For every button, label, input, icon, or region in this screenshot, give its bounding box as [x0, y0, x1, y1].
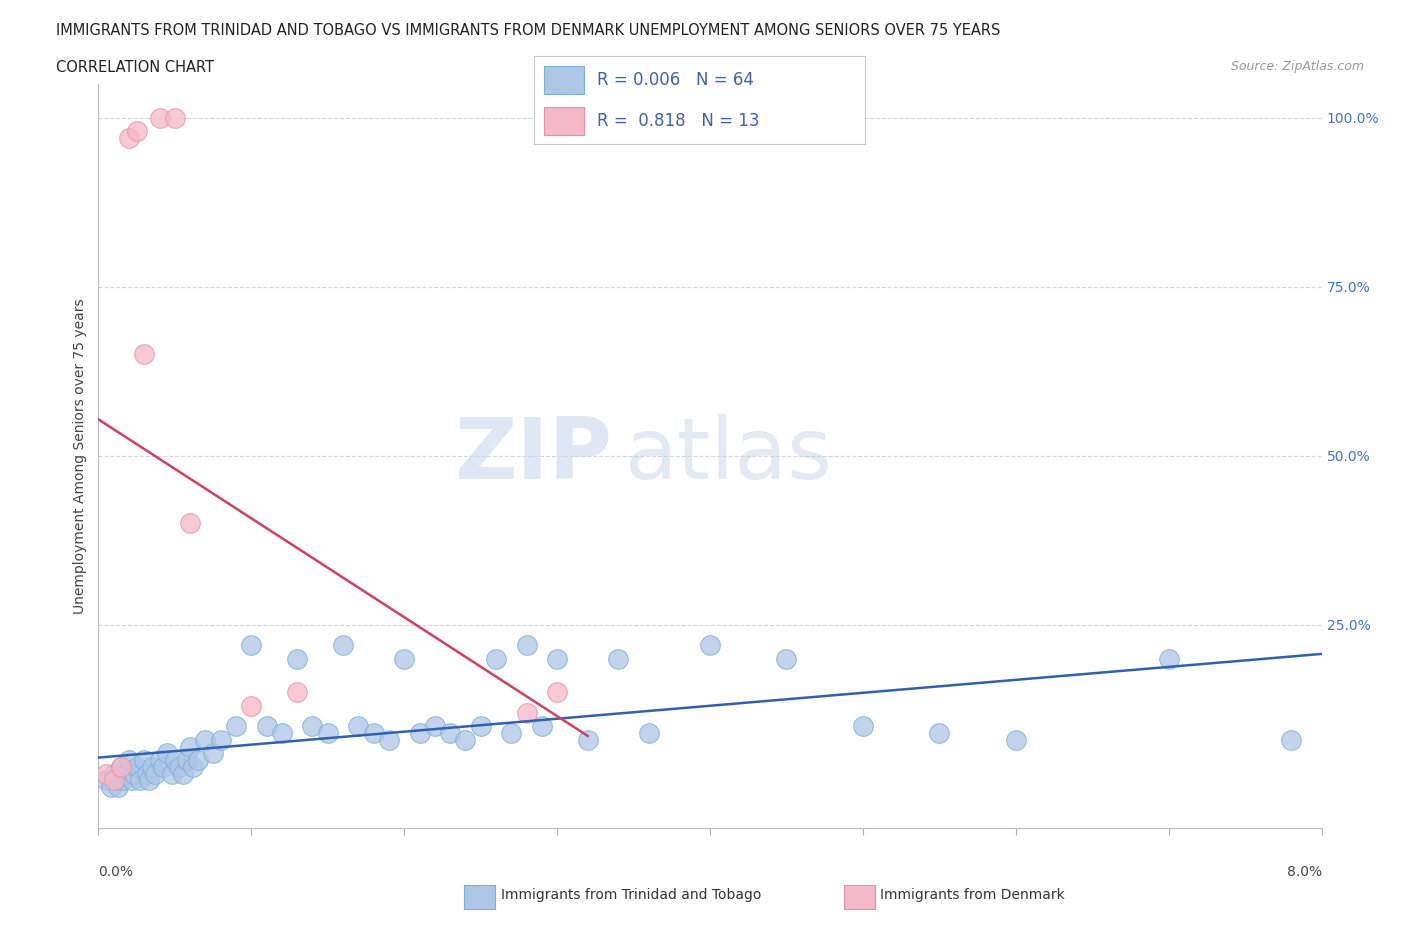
Point	[149, 752, 172, 767]
Point	[118, 752, 141, 767]
Bar	[544, 107, 583, 136]
Text: 8.0%: 8.0%	[1286, 865, 1322, 879]
Point	[110, 760, 132, 775]
Point	[125, 760, 148, 775]
Point	[94, 766, 117, 781]
Point	[423, 719, 446, 734]
Bar	[544, 65, 583, 94]
Point	[347, 719, 370, 734]
Point	[115, 766, 138, 781]
Point	[240, 698, 263, 713]
Text: R =  0.818   N = 13: R = 0.818 N = 13	[598, 113, 759, 130]
Text: 0.0%: 0.0%	[98, 865, 134, 879]
Point	[637, 725, 661, 740]
Point	[607, 651, 630, 666]
Point	[111, 773, 134, 788]
Point	[576, 732, 599, 747]
Point	[94, 773, 117, 788]
Point	[515, 638, 537, 653]
Point	[546, 651, 568, 666]
Point	[209, 732, 232, 747]
Point	[378, 732, 401, 747]
Point	[1157, 651, 1180, 666]
Text: R = 0.006   N = 64: R = 0.006 N = 64	[598, 71, 754, 88]
Point	[852, 719, 875, 734]
Point	[156, 746, 179, 761]
Point	[225, 719, 247, 734]
Point	[110, 760, 132, 775]
Text: Source: ZipAtlas.com: Source: ZipAtlas.com	[1230, 60, 1364, 73]
Point	[439, 725, 461, 740]
Point	[103, 773, 125, 788]
Point	[928, 725, 950, 740]
Point	[100, 779, 122, 794]
Point	[546, 685, 568, 700]
Point	[454, 732, 477, 747]
Point	[179, 516, 201, 531]
Point	[240, 638, 263, 653]
Point	[103, 766, 125, 781]
Point	[699, 638, 721, 653]
Point	[530, 719, 553, 734]
Text: CORRELATION CHART: CORRELATION CHART	[56, 60, 214, 75]
Point	[118, 130, 141, 145]
Point	[775, 651, 797, 666]
Point	[141, 760, 163, 775]
Point	[172, 766, 194, 781]
Point	[169, 760, 191, 775]
Point	[392, 651, 416, 666]
Text: Immigrants from Trinidad and Tobago: Immigrants from Trinidad and Tobago	[501, 887, 761, 902]
Point	[138, 773, 160, 788]
Point	[194, 732, 217, 747]
Point	[285, 651, 308, 666]
Point	[136, 766, 159, 781]
Point	[301, 719, 323, 734]
Point	[152, 760, 174, 775]
Point	[256, 719, 278, 734]
Point	[332, 638, 354, 653]
Point	[181, 760, 204, 775]
Point	[470, 719, 492, 734]
Point	[202, 746, 225, 761]
Point	[163, 110, 186, 125]
Point	[501, 725, 523, 740]
Point	[128, 773, 150, 788]
Text: IMMIGRANTS FROM TRINIDAD AND TOBAGO VS IMMIGRANTS FROM DENMARK UNEMPLOYMENT AMON: IMMIGRANTS FROM TRINIDAD AND TOBAGO VS I…	[56, 23, 1001, 38]
Point	[515, 705, 537, 720]
Point	[134, 752, 156, 767]
Text: atlas: atlas	[624, 414, 832, 498]
Point	[160, 766, 183, 781]
Point	[187, 752, 209, 767]
Point	[122, 766, 145, 781]
Point	[270, 725, 294, 740]
Point	[134, 347, 156, 362]
Point	[163, 752, 186, 767]
Text: ZIP: ZIP	[454, 414, 612, 498]
Point	[363, 725, 385, 740]
Point	[176, 752, 198, 767]
Point	[285, 685, 308, 700]
Point	[125, 124, 148, 139]
Point	[1004, 732, 1026, 747]
Point	[143, 766, 166, 781]
Point	[179, 739, 201, 754]
Point	[107, 779, 129, 794]
Point	[408, 725, 430, 740]
Point	[1279, 732, 1302, 747]
Point	[316, 725, 339, 740]
Point	[485, 651, 508, 666]
Text: Immigrants from Denmark: Immigrants from Denmark	[880, 887, 1064, 902]
Point	[121, 773, 143, 788]
Y-axis label: Unemployment Among Seniors over 75 years: Unemployment Among Seniors over 75 years	[73, 298, 87, 614]
Point	[105, 773, 128, 788]
Point	[149, 110, 172, 125]
